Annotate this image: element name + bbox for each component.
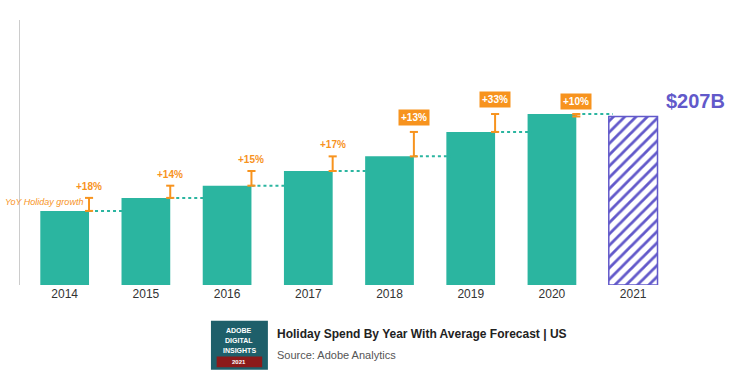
svg-text:+10%: +10% [563,96,589,107]
svg-text:+15%: +15% [238,154,264,165]
svg-text:+17%: +17% [320,139,346,150]
svg-text:INSIGHTS: INSIGHTS [223,347,256,354]
svg-text:2020: 2020 [539,287,566,301]
svg-text:2017: 2017 [295,287,322,301]
svg-text:Holiday Spend By Year With Ave: Holiday Spend By Year With Average Forec… [277,327,567,341]
svg-text:Source: Adobe Analytics: Source: Adobe Analytics [277,349,396,361]
svg-text:+13%: +13% [401,112,427,123]
svg-text:2018: 2018 [376,287,403,301]
svg-text:2014: 2014 [51,287,78,301]
svg-text:2016: 2016 [214,287,241,301]
svg-text:$207B: $207B [666,90,725,112]
svg-text:DIGITAL: DIGITAL [225,337,253,344]
svg-text:+33%: +33% [482,94,508,105]
svg-text:2015: 2015 [133,287,160,301]
svg-text:YoY Holiday growth: YoY Holiday growth [5,197,83,207]
svg-text:+14%: +14% [157,169,183,180]
svg-text:2021: 2021 [232,359,246,365]
svg-text:2021: 2021 [620,287,647,301]
svg-text:2019: 2019 [457,287,484,301]
svg-text:+18%: +18% [76,181,102,192]
svg-text:ADOBE: ADOBE [226,327,252,334]
